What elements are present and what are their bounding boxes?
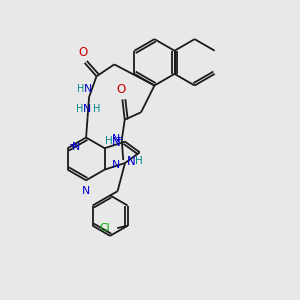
Text: N: N bbox=[83, 104, 91, 114]
Text: N: N bbox=[112, 134, 120, 144]
Text: N: N bbox=[72, 142, 81, 152]
Text: N: N bbox=[82, 186, 90, 196]
Text: N: N bbox=[84, 84, 92, 94]
Text: H: H bbox=[93, 104, 100, 114]
Text: H: H bbox=[76, 104, 84, 114]
Text: H: H bbox=[135, 156, 143, 166]
Text: H: H bbox=[77, 83, 84, 94]
Text: N: N bbox=[111, 160, 120, 170]
Text: N: N bbox=[127, 155, 136, 168]
Text: =: = bbox=[68, 141, 78, 151]
Text: Cl: Cl bbox=[99, 223, 110, 233]
Text: O: O bbox=[79, 46, 88, 59]
Text: H: H bbox=[105, 136, 113, 146]
Text: =: = bbox=[116, 134, 124, 143]
Text: O: O bbox=[116, 83, 125, 96]
Text: N: N bbox=[112, 136, 121, 149]
